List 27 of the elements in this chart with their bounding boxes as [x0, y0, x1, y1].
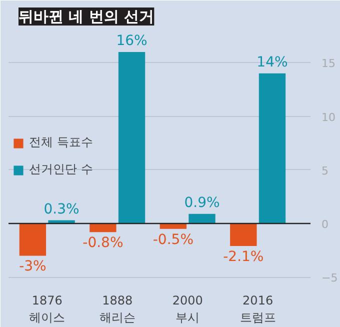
data-label: -3% — [19, 258, 46, 275]
bar — [90, 224, 116, 232]
bar — [188, 214, 216, 224]
data-label: 16% — [116, 32, 148, 49]
chart-title: 뒤바뀐 네 번의 선거 — [18, 8, 154, 26]
data-label: -0.8% — [82, 235, 124, 252]
data-label: 14% — [256, 54, 288, 70]
x-tick-label: 1888 해리슨 — [99, 294, 136, 324]
data-label: -2.1% — [223, 249, 264, 266]
x-tick-label: 2000 부시 — [172, 294, 203, 324]
bar — [19, 224, 46, 256]
y-tick-label: −5 — [322, 272, 338, 285]
bar — [230, 224, 257, 246]
data-label: 0.9% — [184, 194, 220, 211]
y-tick-label: 10 — [322, 110, 336, 124]
x-tick-label: 1876 헤이스 — [29, 294, 66, 324]
data-label: 0.3% — [44, 201, 80, 218]
data-label: -0.5% — [152, 232, 194, 248]
bar — [160, 224, 187, 229]
y-tick-label: 5 — [322, 164, 328, 178]
y-tick-label: 15 — [322, 57, 336, 70]
bar — [118, 52, 146, 224]
bar — [258, 73, 286, 224]
legend-label: 선거인단 수 — [29, 161, 93, 178]
y-tick-label: 0 — [322, 218, 328, 232]
x-tick-label: 2016 트럼프 — [240, 294, 276, 324]
legend-label: 전체 득표수 — [29, 134, 93, 151]
